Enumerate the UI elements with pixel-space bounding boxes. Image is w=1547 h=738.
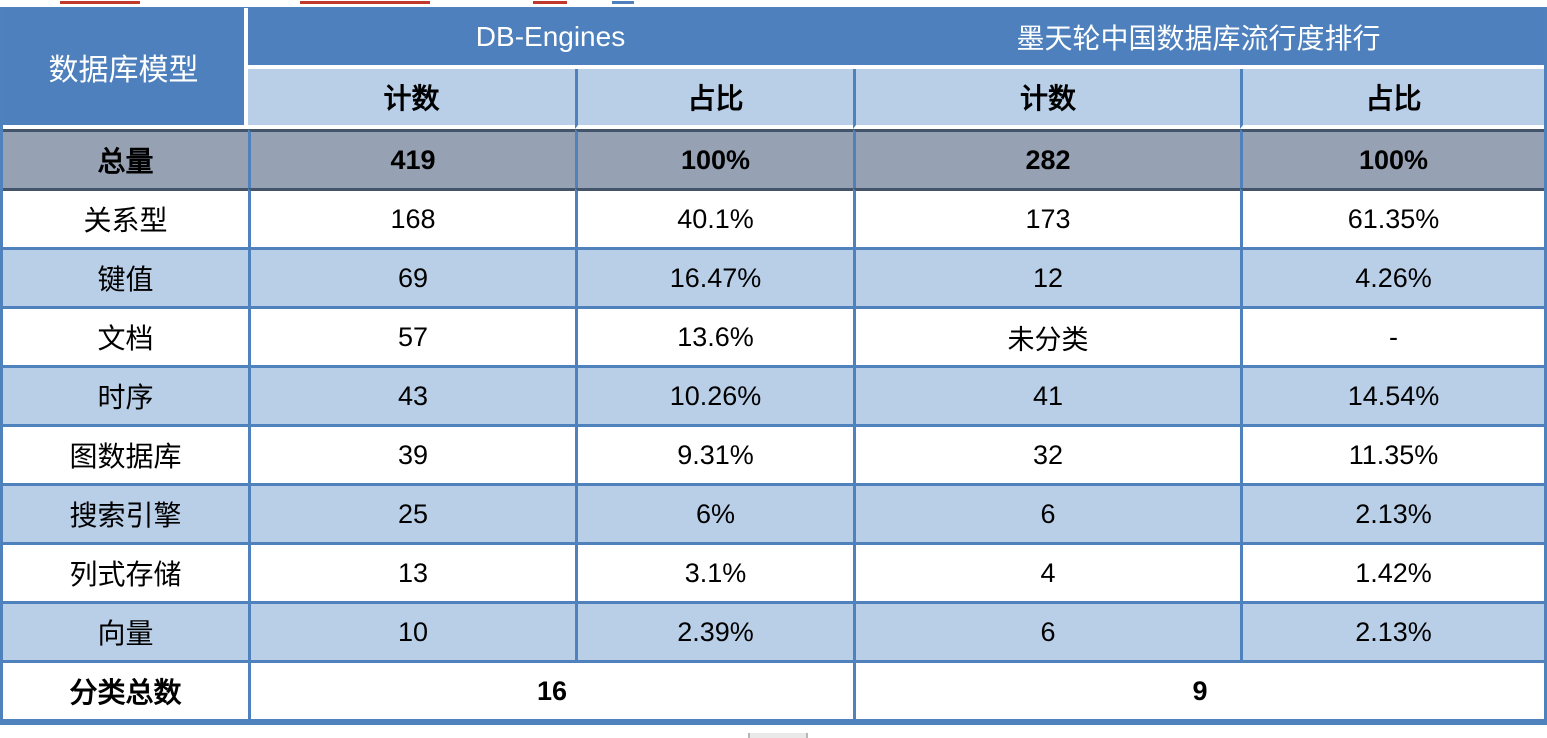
row-label: 关系型 [3, 188, 248, 247]
subheader-count-2: 计数 [853, 69, 1240, 129]
table-cell: 69 [248, 247, 575, 306]
table-cell: 未分类 [853, 306, 1240, 365]
row-label: 总量 [3, 129, 248, 188]
row-label: 向量 [3, 601, 248, 660]
row-label: 时序 [3, 365, 248, 424]
table-cell: 43 [248, 365, 575, 424]
table-row-category-total: 分类总数 16 9 [3, 660, 1545, 719]
table-cell: 57 [248, 306, 575, 365]
table-cell: 4 [853, 542, 1240, 601]
row-label: 文档 [3, 306, 248, 365]
table-cell: 12 [853, 247, 1240, 306]
footer-total-modb: 9 [853, 660, 1545, 719]
footer-total-db-engines: 16 [248, 660, 853, 719]
cropped-text-artifact [60, 1, 140, 4]
table-cell: 6 [853, 483, 1240, 542]
header-sub-row: 计数 占比 计数 占比 [3, 69, 1545, 129]
table-row-relational: 关系型 168 40.1% 173 61.35% [3, 188, 1545, 247]
row-label: 键值 [3, 247, 248, 306]
table-cell: 419 [248, 129, 575, 188]
table-row-columnar: 列式存储 13 3.1% 4 1.42% [3, 542, 1545, 601]
table-cell: 16.47% [575, 247, 853, 306]
table-cell: 41 [853, 365, 1240, 424]
row-label: 分类总数 [3, 660, 248, 719]
subheader-percent-1: 占比 [575, 69, 853, 129]
corner-header-db-model: 数据库模型 [3, 8, 248, 129]
table-row-time-series: 时序 43 10.26% 41 14.54% [3, 365, 1545, 424]
table-cell: 39 [248, 424, 575, 483]
row-label: 图数据库 [3, 424, 248, 483]
table-cell: 10.26% [575, 365, 853, 424]
db-model-comparison-table: 数据库模型 DB-Engines 墨天轮中国数据库流行度排行 计数 占比 计数 … [0, 7, 1547, 725]
table-cell: 11.35% [1240, 424, 1545, 483]
table-cell: 13.6% [575, 306, 853, 365]
table-row-search-engine: 搜索引擎 25 6% 6 2.13% [3, 483, 1545, 542]
table-row-vector: 向量 10 2.39% 6 2.13% [3, 601, 1545, 660]
cropped-bottom-artifact [748, 733, 808, 738]
table-row-document: 文档 57 13.6% 未分类 - [3, 306, 1545, 365]
cropped-text-artifact [300, 1, 430, 4]
cropped-text-artifact [612, 1, 634, 4]
subheader-count-1: 计数 [248, 69, 575, 129]
cropped-text-artifact [533, 1, 567, 4]
table-cell: - [1240, 306, 1545, 365]
cropped-top-strip [0, 0, 1547, 7]
row-label: 列式存储 [3, 542, 248, 601]
table-cell: 25 [248, 483, 575, 542]
table-row-total: 总量 419 100% 282 100% [3, 129, 1545, 188]
table-row-key-value: 键值 69 16.47% 12 4.26% [3, 247, 1545, 306]
group-header-db-engines: DB-Engines [248, 8, 853, 69]
table-cell: 40.1% [575, 188, 853, 247]
table-cell: 282 [853, 129, 1240, 188]
table-cell: 6% [575, 483, 853, 542]
header-group-row: 数据库模型 DB-Engines 墨天轮中国数据库流行度排行 [3, 8, 1545, 129]
table-cell: 1.42% [1240, 542, 1545, 601]
table-cell: 100% [1240, 129, 1545, 188]
table-cell: 3.1% [575, 542, 853, 601]
table-cell: 2.39% [575, 601, 853, 660]
group-header-modb-ranking: 墨天轮中国数据库流行度排行 [853, 8, 1545, 69]
table-cell: 10 [248, 601, 575, 660]
table-row-graph: 图数据库 39 9.31% 32 11.35% [3, 424, 1545, 483]
table-cell: 32 [853, 424, 1240, 483]
table-cell: 61.35% [1240, 188, 1545, 247]
table-cell: 13 [248, 542, 575, 601]
row-label: 搜索引擎 [3, 483, 248, 542]
table-cell: 14.54% [1240, 365, 1545, 424]
table-cell: 2.13% [1240, 483, 1545, 542]
table-cell: 4.26% [1240, 247, 1545, 306]
table-cell: 9.31% [575, 424, 853, 483]
table-cell: 2.13% [1240, 601, 1545, 660]
subheader-percent-2: 占比 [1240, 69, 1545, 129]
table-cell: 173 [853, 188, 1240, 247]
table-cell: 6 [853, 601, 1240, 660]
table-cell: 100% [575, 129, 853, 188]
table-cell: 168 [248, 188, 575, 247]
